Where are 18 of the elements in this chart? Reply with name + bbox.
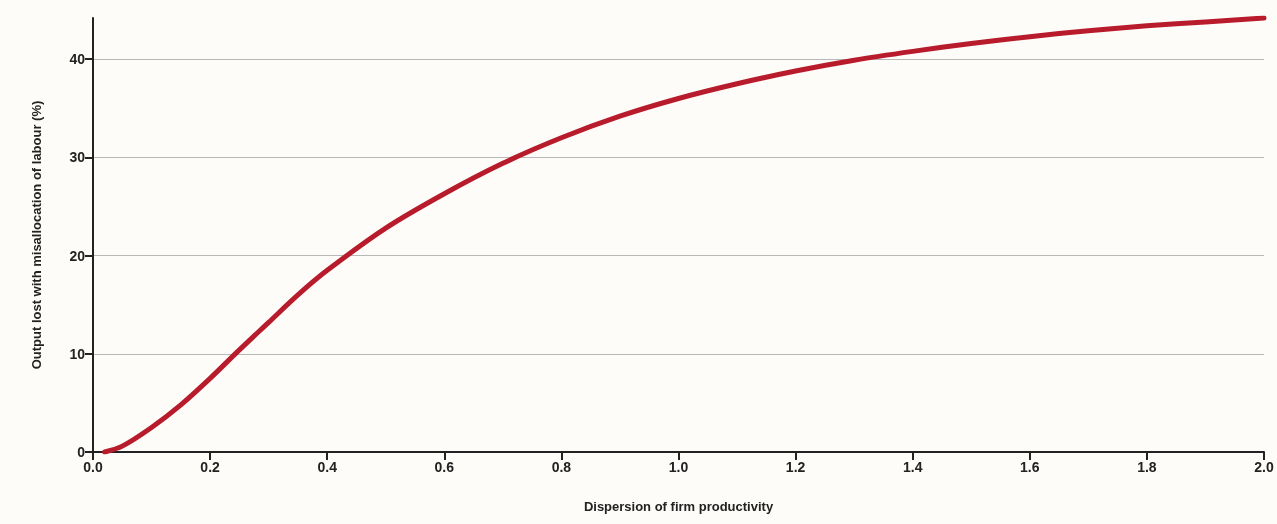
x-tick-label: 1.8	[1137, 459, 1157, 475]
y-tick-label: 30	[69, 149, 86, 166]
y-tick-label: 10	[69, 345, 86, 362]
x-tick-label: 1.6	[1020, 459, 1040, 475]
x-tick-label: 0.0	[83, 459, 103, 475]
y-tick-label: 0	[77, 444, 86, 460]
x-tick-label: 0.8	[551, 459, 572, 475]
x-tick-label: 0.6	[434, 459, 455, 475]
x-tick-label: 1.4	[902, 459, 923, 475]
y-axis-title: Output lost with misallocation of labour (%)	[29, 100, 44, 370]
x-tick-label: 1.0	[668, 459, 689, 475]
x-tick-label: 2.0	[1254, 459, 1274, 475]
x-tick-label: 0.4	[317, 459, 338, 475]
x-tick-label: 1.2	[785, 459, 806, 475]
y-tick-label: 40	[69, 51, 86, 68]
x-tick-label: 0.2	[200, 459, 221, 475]
x-axis-title: Dispersion of firm productivity	[583, 499, 774, 514]
y-tick-label: 20	[69, 247, 86, 264]
